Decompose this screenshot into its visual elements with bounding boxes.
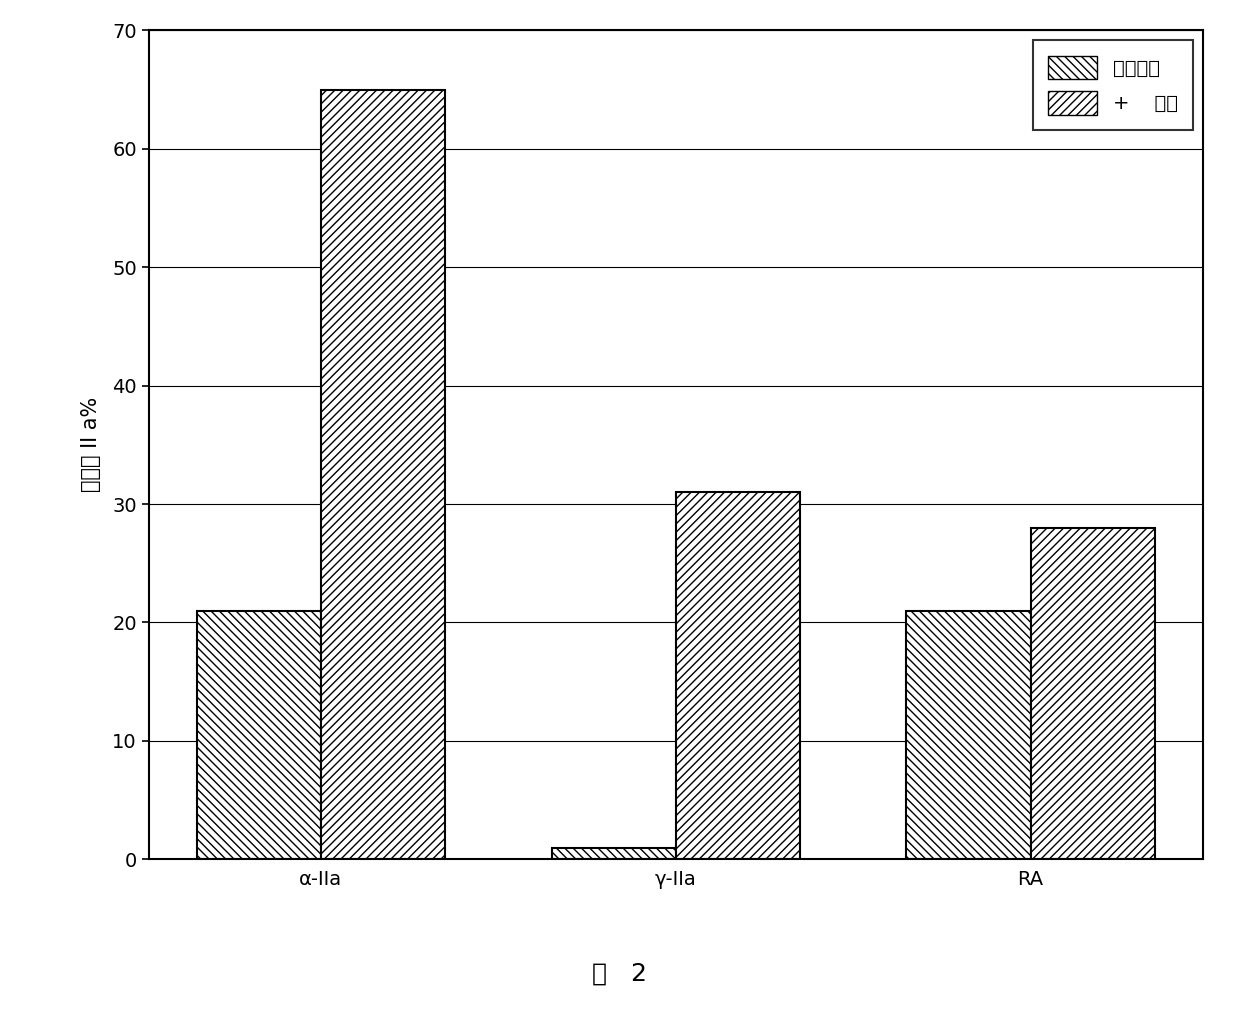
Legend: 没有肾素, +    肾素: 没有肾素, + 肾素 (1033, 40, 1193, 130)
Text: 图   2: 图 2 (593, 961, 647, 986)
Y-axis label: 结合的 II a%: 结合的 II a% (81, 397, 102, 492)
Bar (197, 611, 321, 859)
Bar (552, 847, 676, 859)
Bar (906, 611, 1030, 859)
Bar (676, 492, 800, 859)
Bar (1030, 528, 1154, 859)
Bar (321, 90, 445, 859)
